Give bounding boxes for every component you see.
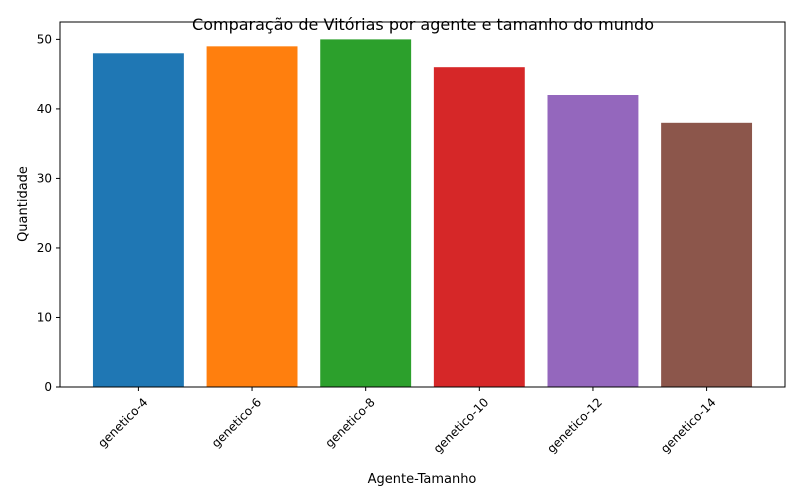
x-tick-label: genetico-14 xyxy=(658,395,719,456)
x-axis-label: Agente-Tamanho xyxy=(368,472,477,487)
y-tick-label: 50 xyxy=(37,33,52,47)
y-tick-label: 0 xyxy=(44,380,52,394)
y-tick-label: 10 xyxy=(37,311,52,325)
chart-title: Comparação de Vitórias por agente e tama… xyxy=(192,15,654,34)
x-tick-label: genetico-4 xyxy=(95,395,150,450)
bars-group xyxy=(92,39,753,388)
y-tick-label: 20 xyxy=(37,241,52,255)
y-axis-label: Quantidade xyxy=(16,166,31,242)
bar-genetico-8 xyxy=(320,39,412,387)
x-tick-label: genetico-6 xyxy=(209,395,264,450)
x-tick-label: genetico-12 xyxy=(544,395,605,456)
x-tick-label: genetico-10 xyxy=(431,395,492,456)
bar-genetico-4 xyxy=(92,53,184,388)
bar-genetico-14 xyxy=(661,122,753,388)
plot-frame xyxy=(59,21,786,388)
y-tick-label: 40 xyxy=(37,102,52,116)
bar-genetico-12 xyxy=(547,95,639,387)
bar-genetico-10 xyxy=(433,67,525,387)
x-tick-label: genetico-8 xyxy=(322,395,377,450)
y-tick-label: 30 xyxy=(37,172,52,186)
y-axis-ticks: 0 10 20 30 40 50 xyxy=(37,33,60,394)
x-axis-ticks: genetico-4 genetico-6 genetico-8 genetico-1… xyxy=(95,387,719,456)
bar-genetico-6 xyxy=(206,46,298,387)
